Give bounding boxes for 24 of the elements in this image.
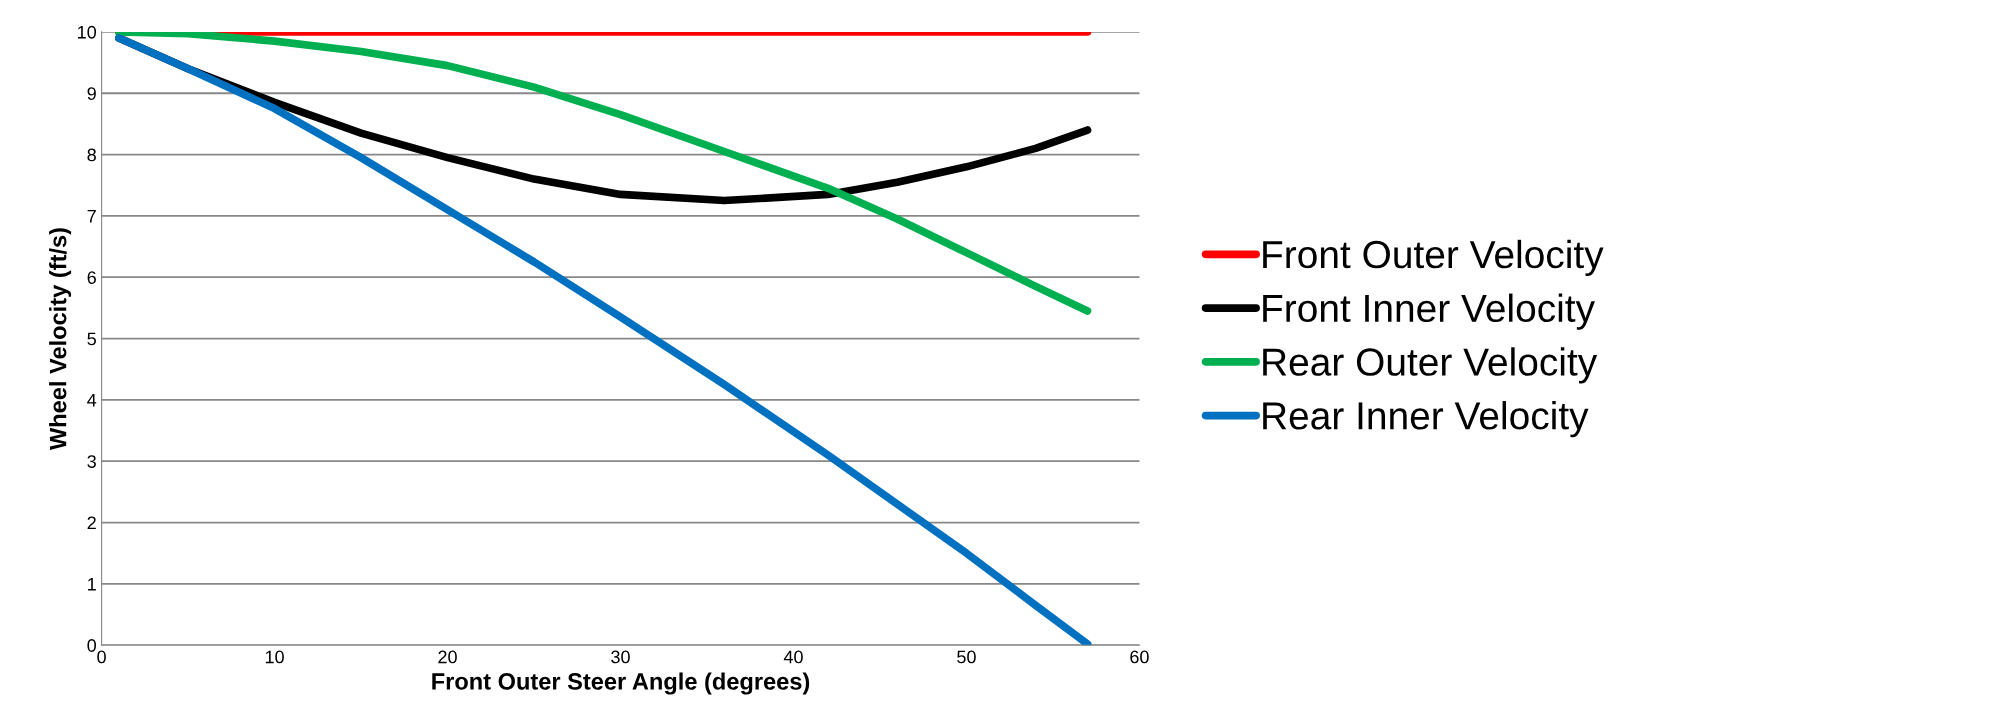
x-tick-label: 40 (783, 650, 803, 664)
y-tick-label: 5 (87, 332, 96, 346)
legend-label: Front Outer Velocity (1263, 239, 1604, 277)
x-tick-label: 10 (265, 650, 284, 664)
x-tick-label: 0 (97, 650, 106, 664)
y-tick-label: 8 (87, 148, 96, 162)
x-tick-label: 50 (957, 650, 976, 664)
y-tick-label: 10 (78, 25, 97, 39)
y-tick-label: 0 (87, 639, 97, 652)
legend-label: Front Inner Velocity (1263, 293, 1595, 330)
y-tick-label: 4 (87, 394, 97, 407)
x-tick-label: 30 (611, 650, 630, 664)
y-tick-label: 2 (87, 516, 96, 530)
y-tick-label: 3 (87, 455, 96, 468)
x-tick-label: 20 (438, 650, 457, 664)
x-axis-title: Front Outer Steer Angle (degrees) (432, 672, 810, 695)
y-tick-label: 1 (88, 577, 96, 591)
legend-label: Rear Inner Velocity (1263, 401, 1589, 438)
y-tick-label: 9 (87, 87, 96, 100)
y-axis-title: Wheel Velocity (ft/s) (49, 228, 72, 451)
y-tick-label: 7 (87, 210, 96, 223)
legend-label: Rear Outer Velocity (1263, 347, 1598, 384)
y-tick-label: 6 (87, 271, 96, 284)
x-tick-label: 60 (1130, 650, 1149, 664)
